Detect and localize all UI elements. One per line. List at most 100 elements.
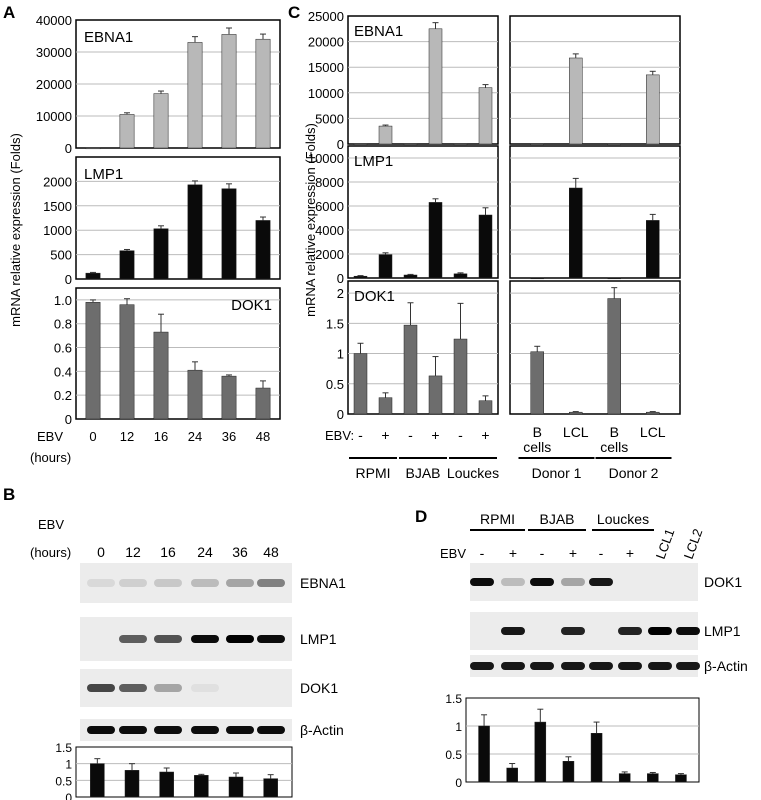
x-tick-label: 12 (120, 429, 134, 444)
bar (378, 125, 393, 145)
bar (255, 38, 271, 149)
band (470, 662, 494, 670)
blot-b-3 (80, 669, 292, 707)
blot-b-1 (80, 563, 292, 603)
y-tick-label: 6000 (315, 199, 344, 214)
x-tick-label: 24 (188, 429, 202, 444)
plot-frame-left (347, 15, 499, 145)
group-label: Donor 2 (609, 465, 659, 481)
band (618, 627, 642, 635)
panel-label-a: A (3, 3, 15, 22)
x-tick-label: 16 (154, 429, 168, 444)
bar (534, 721, 547, 783)
bar (124, 770, 140, 798)
band (154, 579, 182, 587)
blot-label: β-Actin (704, 658, 748, 674)
bar (378, 254, 393, 279)
y-tick-label: 0.8 (54, 317, 72, 332)
bar (530, 351, 544, 415)
y-tick-label: 20000 (308, 35, 344, 50)
ylabel-panel-c: mRNA relative expression (Folds) (303, 123, 318, 317)
bar (153, 93, 169, 149)
band (648, 662, 672, 670)
band (470, 578, 494, 586)
blot-label: DOK1 (704, 574, 742, 590)
bar (221, 188, 237, 280)
series-title: EBNA1 (84, 29, 133, 46)
bar (403, 274, 418, 279)
chart-a-lmp1: 0 500 1000 1500 2000 LMP1 (43, 156, 281, 287)
group-label: RPMI (356, 465, 391, 481)
bar (530, 277, 544, 280)
band (119, 726, 147, 734)
bar (646, 411, 660, 415)
bar (119, 114, 135, 149)
band (589, 578, 613, 586)
bar (255, 220, 271, 280)
band (676, 662, 700, 670)
chart-c-lmp1: 0 2000 4000 6000 8000 10000 LMP1 (308, 145, 681, 286)
plot-frame (465, 697, 700, 783)
band (191, 726, 219, 734)
blot-label: LMP1 (704, 623, 741, 639)
lane-label: + (481, 427, 489, 443)
y-tick-label: 0.4 (54, 364, 72, 379)
bar (194, 775, 209, 798)
band (589, 662, 613, 670)
bar (119, 304, 135, 420)
y-tick-label: 0 (65, 272, 72, 287)
lane-label: - (458, 427, 463, 443)
plot-frame (75, 746, 293, 798)
band (226, 635, 254, 643)
bar (428, 28, 443, 145)
band (87, 726, 115, 734)
y-tick-label: 1.5 (55, 741, 72, 755)
band (191, 635, 219, 643)
lane-label: - (599, 545, 604, 561)
bar (647, 773, 659, 783)
ebv-label-d: EBV (440, 546, 466, 561)
chart-d-quant: 0 0.5 1 1.5 (445, 692, 700, 790)
band (561, 578, 585, 586)
band (119, 635, 147, 643)
lane-label: cells (523, 439, 551, 455)
y-tick-label: 10000 (308, 151, 344, 166)
bar (255, 387, 271, 420)
lane-label: LCL (563, 424, 589, 440)
bar (453, 143, 468, 146)
band (676, 627, 700, 635)
lane-label: B (610, 424, 619, 440)
series-title: DOK1 (354, 288, 395, 305)
chart-b-quant: 0 0.5 1 1.5 (55, 741, 293, 800)
y-tick-label: 0.5 (445, 748, 462, 762)
x-tick-label: 48 (263, 544, 279, 560)
series-title: DOK1 (231, 297, 272, 314)
x-tick-label: 48 (256, 429, 270, 444)
series-title: LMP1 (84, 166, 123, 183)
band (154, 635, 182, 643)
series-title: EBNA1 (354, 23, 403, 40)
panel-label-b: B (3, 485, 15, 504)
y-tick-label: 10000 (36, 109, 72, 124)
y-tick-label: 0 (65, 791, 72, 800)
y-tick-label: 0 (337, 407, 344, 422)
y-tick-label: 2000 (43, 174, 72, 189)
bar (675, 774, 687, 783)
y-tick-label: 0.5 (326, 377, 344, 392)
band (191, 684, 219, 692)
y-tick-label: 0 (455, 776, 462, 790)
blot-membrane (470, 563, 698, 601)
band (530, 578, 554, 586)
group-label: RPMI (480, 511, 515, 527)
blot-membrane (80, 563, 292, 603)
bar (221, 375, 237, 420)
bar (453, 338, 468, 415)
band (191, 579, 219, 587)
bar (90, 763, 105, 798)
bar (569, 57, 583, 145)
band (154, 684, 182, 692)
bar (378, 397, 393, 415)
band (119, 579, 147, 587)
plot-frame (75, 287, 281, 420)
